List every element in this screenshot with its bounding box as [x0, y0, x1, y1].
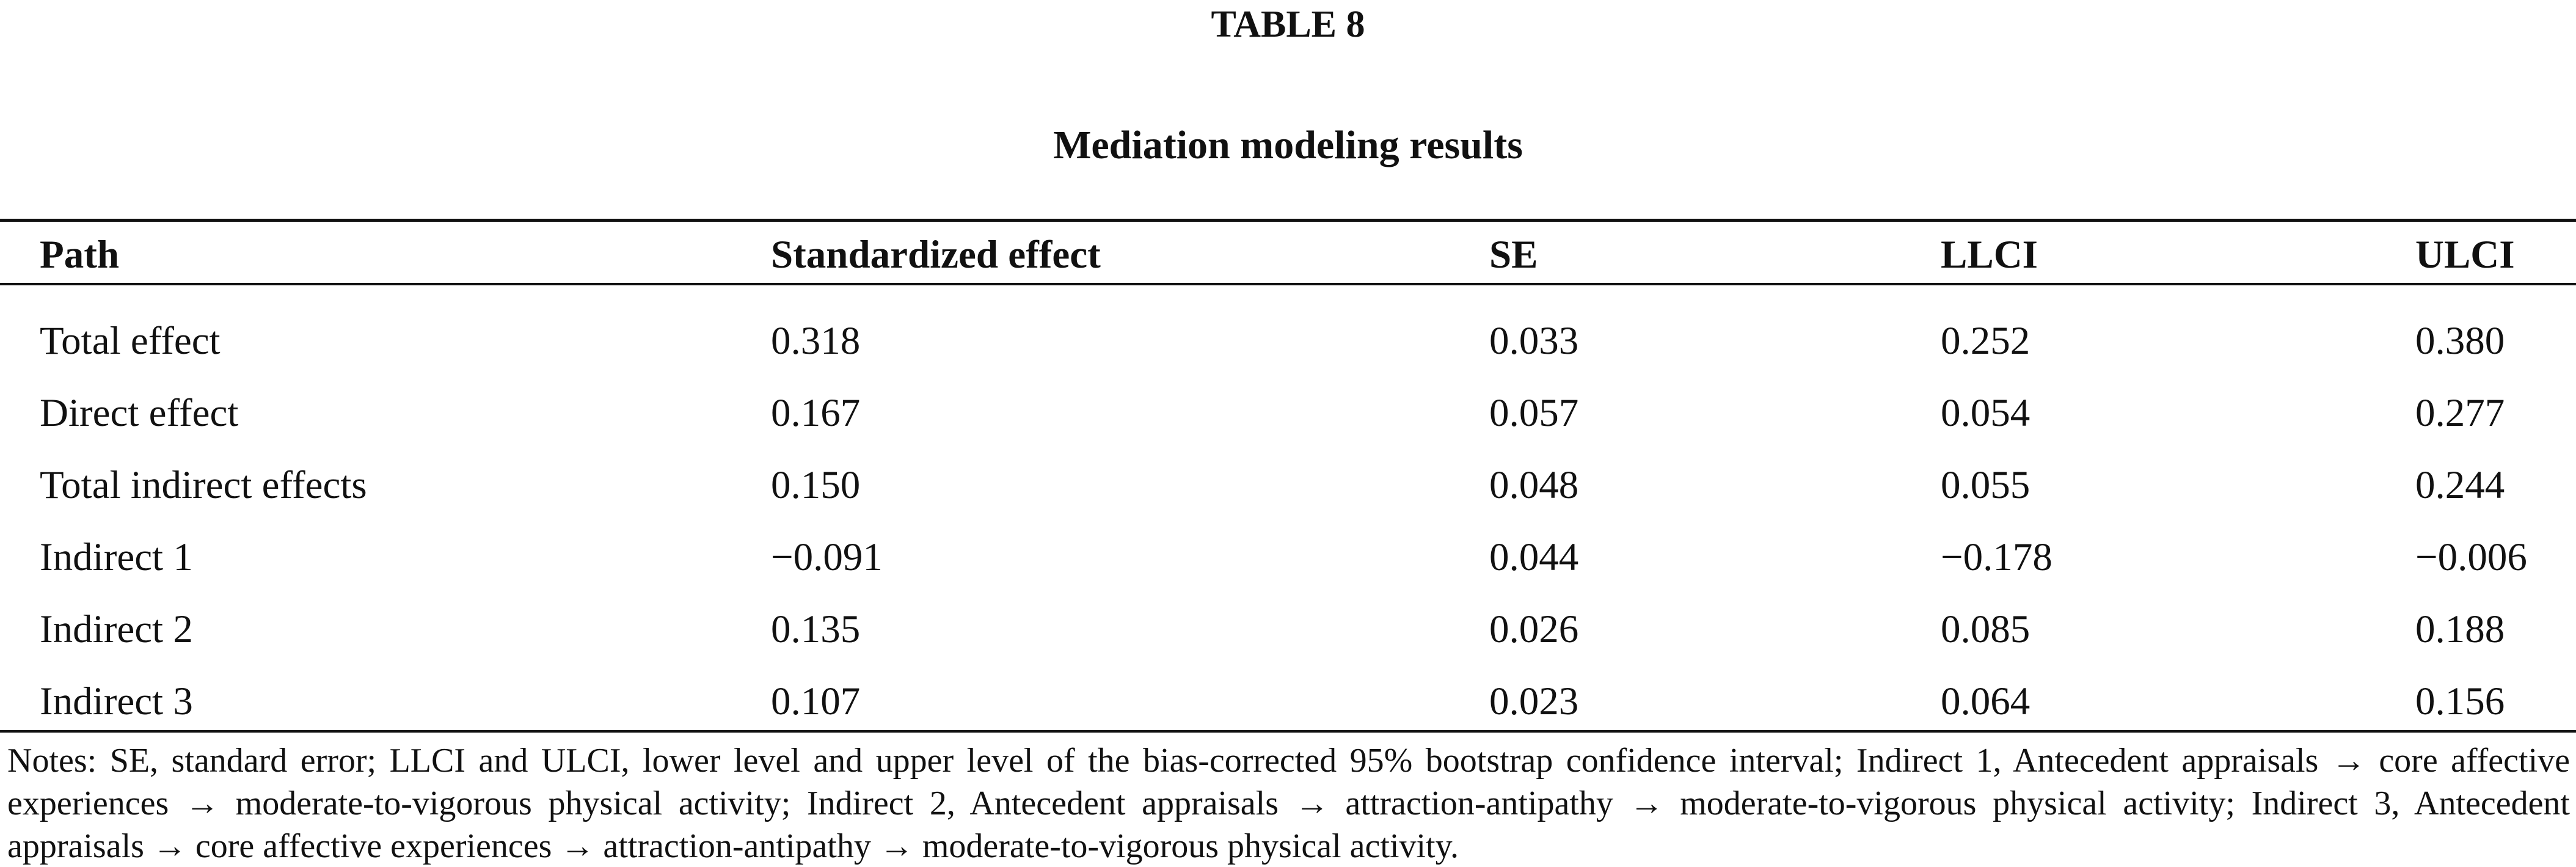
- header-se: SE: [1489, 233, 1538, 277]
- table-title: Mediation modeling results: [1053, 123, 1523, 167]
- cell-path: Indirect 3: [40, 679, 193, 723]
- table-row: Indirect 3 0.107 0.023 0.064 0.156: [0, 671, 2576, 732]
- top-rule: [0, 219, 2576, 222]
- header-llci: LLCI: [1941, 233, 2038, 277]
- header-rule: [0, 283, 2576, 285]
- cell-ulci: 0.188: [2415, 607, 2505, 651]
- cell-standardized-effect: 0.135: [771, 607, 861, 651]
- cell-path: Total indirect effects: [40, 463, 367, 507]
- table-label: TABLE 8: [1211, 4, 1365, 45]
- cell-standardized-effect: 0.318: [771, 319, 861, 363]
- header-path: Path: [40, 233, 119, 277]
- cell-llci: 0.064: [1941, 679, 2031, 723]
- cell-se: 0.023: [1489, 679, 1579, 723]
- table-notes: Notes: SE, standard error; LLCI and ULCI…: [7, 742, 2570, 865]
- cell-llci: 0.054: [1941, 391, 2031, 435]
- header-ulci: ULCI: [2415, 233, 2515, 277]
- cell-ulci: 0.380: [2415, 319, 2505, 363]
- bottom-rule: [0, 730, 2576, 733]
- cell-standardized-effect: 0.150: [771, 463, 861, 507]
- cell-ulci: 0.244: [2415, 463, 2505, 507]
- cell-ulci: −0.006: [2415, 535, 2527, 579]
- cell-llci: 0.085: [1941, 607, 2031, 651]
- cell-se: 0.033: [1489, 319, 1579, 363]
- table-header-row: Path Standardized effect SE LLCI ULCI: [0, 224, 2576, 285]
- cell-llci: −0.178: [1941, 535, 2052, 579]
- cell-standardized-effect: 0.107: [771, 679, 861, 723]
- cell-path: Total effect: [40, 319, 221, 363]
- cell-ulci: 0.277: [2415, 391, 2505, 435]
- table-row: Indirect 1 −0.091 0.044 −0.178 −0.006: [0, 527, 2576, 588]
- cell-path: Indirect 2: [40, 607, 193, 651]
- table-row: Total indirect effects 0.150 0.048 0.055…: [0, 455, 2576, 516]
- header-standardized-effect: Standardized effect: [771, 233, 1101, 277]
- cell-se: 0.057: [1489, 391, 1579, 435]
- cell-llci: 0.252: [1941, 319, 2031, 363]
- table-row: Direct effect 0.167 0.057 0.054 0.277: [0, 382, 2576, 444]
- cell-se: 0.026: [1489, 607, 1579, 651]
- cell-llci: 0.055: [1941, 463, 2031, 507]
- cell-se: 0.044: [1489, 535, 1579, 579]
- cell-ulci: 0.156: [2415, 679, 2505, 723]
- table-row: Indirect 2 0.135 0.026 0.085 0.188: [0, 599, 2576, 660]
- cell-se: 0.048: [1489, 463, 1579, 507]
- cell-path: Direct effect: [40, 391, 239, 435]
- table-row: Total effect 0.318 0.033 0.252 0.380: [0, 310, 2576, 371]
- cell-standardized-effect: 0.167: [771, 391, 861, 435]
- cell-path: Indirect 1: [40, 535, 193, 579]
- cell-standardized-effect: −0.091: [771, 535, 883, 579]
